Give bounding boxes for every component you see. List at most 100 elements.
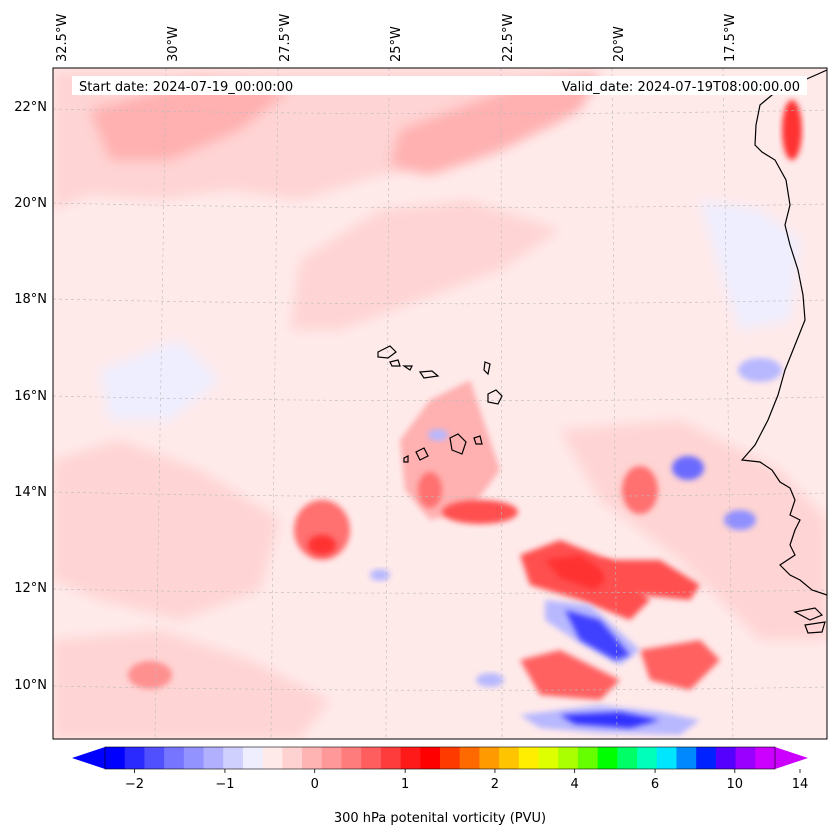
colorbar-tick-label: 2 <box>491 777 499 792</box>
map-panel <box>53 68 827 739</box>
colorbar-swatch <box>380 747 402 769</box>
start-date-label: Start date: 2024-07-19_00:00:00 <box>79 80 293 95</box>
colorbar-swatch <box>499 747 520 769</box>
longitude-labels: 32.5°W 30°W 27.5°W 25°W 22.5°W 20°W 17.5… <box>55 14 738 62</box>
cape-verde-islands <box>377 345 503 463</box>
coastlines <box>740 69 827 634</box>
pv-field-negative <box>100 200 800 735</box>
header-bar <box>72 76 807 95</box>
lon-label: 22.5°W <box>501 14 516 62</box>
colorbar-over-arrow <box>775 747 808 769</box>
colorbar-swatch <box>321 747 343 769</box>
colorbar-swatch <box>597 747 618 769</box>
colorbar-swatch <box>164 747 185 769</box>
pv-negative <box>476 673 504 687</box>
lat-label: 16°N <box>14 389 47 404</box>
pv-core <box>640 640 720 690</box>
pv-band-diagonal <box>290 200 560 330</box>
colorbar-tick-label: 14 <box>792 777 809 792</box>
pv-band-south <box>53 630 330 739</box>
lon-label: 17.5°W <box>723 14 738 62</box>
pv-negative <box>724 510 756 530</box>
pv-core <box>520 650 620 700</box>
island <box>487 389 503 405</box>
colorbar-swatch <box>617 747 638 769</box>
colorbar-swatch <box>735 747 756 769</box>
colorbar-swatch <box>637 747 658 769</box>
lat-label: 10°N <box>14 678 47 693</box>
island <box>403 455 409 463</box>
colorbar-swatch <box>223 747 244 769</box>
colorbar-swatch <box>242 747 264 769</box>
lon-label: 32.5°W <box>55 14 70 62</box>
colorbar-swatch <box>400 747 421 769</box>
colorbar-tick-label: 10 <box>727 777 744 792</box>
lat-label: 12°N <box>14 581 47 596</box>
pv-negative <box>738 358 782 382</box>
pv-negative <box>428 429 448 441</box>
colorbar-swatch <box>479 747 500 769</box>
colorbar-tick-label: 0 <box>311 777 319 792</box>
colorbar-swatch <box>440 747 461 769</box>
pv-band-north-strong-2 <box>390 75 600 175</box>
colorbar-tick-label: −2 <box>125 777 144 792</box>
colorbar-under-arrow <box>72 747 105 769</box>
colorbar-swatch <box>420 747 441 769</box>
colorbar-swatches <box>105 747 776 769</box>
pv-cores-high <box>128 100 802 700</box>
colorbar-swatch <box>656 747 678 769</box>
island <box>449 433 467 455</box>
lat-label: 22°N <box>14 100 47 115</box>
colorbar-swatch <box>577 747 599 769</box>
lat-label: 20°N <box>14 196 47 211</box>
island <box>402 365 413 371</box>
lon-label: 27.5°W <box>278 14 293 62</box>
colorbar-swatch <box>361 747 382 769</box>
pv-negative <box>672 456 704 480</box>
pv-core <box>418 472 442 508</box>
pv-core <box>308 535 336 555</box>
colorbar-swatch <box>183 747 205 769</box>
pv-negative-core <box>565 610 630 660</box>
lon-label: 25°W <box>389 26 404 62</box>
colorbar-swatch <box>105 747 126 769</box>
island <box>473 435 483 445</box>
island <box>483 361 491 376</box>
colorbar-title: 300 hPa potenital vorticity (PVU) <box>334 811 546 826</box>
colorbar-swatch <box>302 747 323 769</box>
colorbar-swatch <box>755 747 776 769</box>
africa-coastline <box>740 69 827 596</box>
colorbar-swatch <box>124 747 146 769</box>
pv-core <box>545 555 610 590</box>
pv-negative-core <box>560 712 660 728</box>
colorbar-swatch <box>144 747 165 769</box>
lon-label: 20°W <box>612 26 627 62</box>
colorbar-tick-label: 1 <box>401 777 409 792</box>
pv-core <box>782 100 802 160</box>
colorbar-ticks: −2 −1 0 1 2 4 6 10 14 <box>125 769 808 792</box>
lat-label: 18°N <box>14 292 47 307</box>
colorbar-swatch <box>676 747 697 769</box>
lat-label: 14°N <box>14 485 47 500</box>
colorbar-swatch <box>558 747 579 769</box>
gridlines <box>53 68 827 739</box>
colorbar-swatch <box>262 747 283 769</box>
colorbar-tick-label: 6 <box>651 777 659 792</box>
colorbar-swatch <box>341 747 362 769</box>
pv-core <box>622 466 658 514</box>
pv-negative <box>700 200 800 330</box>
colorbar-swatch <box>518 747 540 769</box>
colorbar-frame <box>104 746 776 770</box>
pv-band-north-strong <box>90 80 290 160</box>
colorbar: −2 −1 0 1 2 4 6 10 14 300 hPa potenital vorticit… <box>72 746 808 826</box>
colorbar-swatch <box>203 747 224 769</box>
pv-band-sw <box>53 440 280 620</box>
latitude-labels: 22°N 20°N 18°N 16°N 14°N 12°N 10°N <box>14 100 47 693</box>
valid-date-label: Valid_date: 2024-07-19T08:00:00.00 <box>562 80 800 95</box>
pv-core <box>600 560 700 600</box>
colorbar-swatch <box>282 747 303 769</box>
colorbar-swatch <box>715 747 737 769</box>
pv-negative <box>100 340 220 420</box>
pv-core <box>442 500 518 524</box>
